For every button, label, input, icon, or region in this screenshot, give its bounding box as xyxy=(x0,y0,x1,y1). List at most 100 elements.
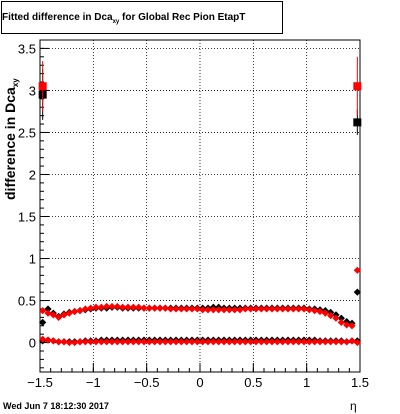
data-point-diamond xyxy=(353,338,361,347)
data-point-diamond xyxy=(241,338,249,346)
x-tick-label: 0.5 xyxy=(244,375,262,390)
data-point-diamond xyxy=(172,338,180,346)
data-point-diamond xyxy=(124,338,132,346)
data-point-diamond xyxy=(60,311,68,319)
y-tick-label: 0 xyxy=(29,336,36,351)
data-point-diamond xyxy=(231,306,239,314)
data-point-diamond xyxy=(81,305,89,313)
chart-title-box: Fitted difference in Dcaxy for Global Re… xyxy=(1,1,283,34)
data-point-diamond xyxy=(204,306,212,314)
data-point-square xyxy=(353,82,362,91)
data-point-diamond xyxy=(284,338,292,346)
data-point-diamond xyxy=(231,338,239,346)
data-point-diamond xyxy=(103,302,111,311)
x-tick-label: −1.5 xyxy=(27,375,53,390)
data-point-diamond xyxy=(209,306,217,314)
data-point-diamond xyxy=(71,338,79,347)
data-point-diamond xyxy=(108,338,116,346)
data-point-diamond xyxy=(263,338,271,346)
data-point-diamond xyxy=(305,306,313,314)
data-point-diamond xyxy=(209,338,217,346)
y-tick-label: 2.5 xyxy=(18,125,36,140)
data-point-square xyxy=(353,118,362,127)
data-point-diamond xyxy=(348,322,356,330)
data-point-diamond xyxy=(172,305,180,313)
data-point-diamond xyxy=(177,338,185,346)
data-point-diamond xyxy=(337,314,345,322)
data-point-diamond xyxy=(311,338,319,346)
data-point-diamond xyxy=(140,338,148,346)
data-point-diamond xyxy=(353,266,361,274)
data-point-diamond xyxy=(193,338,201,346)
data-point-diamond xyxy=(113,302,121,311)
data-point-diamond xyxy=(49,337,57,345)
data-point-diamond xyxy=(247,305,255,313)
data-point-diamond xyxy=(247,338,255,346)
data-point-diamond xyxy=(348,337,356,345)
data-point-diamond xyxy=(199,306,207,314)
data-point-diamond xyxy=(316,338,324,346)
data-point-diamond xyxy=(113,338,121,346)
data-point-diamond xyxy=(55,338,63,346)
data-point-diamond xyxy=(300,338,308,346)
chart-title: Fitted difference in Dcaxy for Global Re… xyxy=(2,12,245,25)
data-point-diamond xyxy=(39,318,47,327)
x-tick-label: 1 xyxy=(303,375,310,390)
y-tick-label: 1.5 xyxy=(18,210,36,225)
data-point-diamond xyxy=(108,302,116,311)
data-point-diamond xyxy=(225,338,233,346)
data-point-diamond xyxy=(225,306,233,314)
data-point-diamond xyxy=(215,338,223,346)
data-point-diamond xyxy=(81,338,89,346)
data-point-diamond xyxy=(220,338,228,346)
data-point-diamond xyxy=(273,305,281,313)
chart-title-rest: for Global Rec Pion EtapT xyxy=(119,12,246,23)
x-tick-label: −0.5 xyxy=(134,375,160,390)
data-point-diamond xyxy=(119,303,127,311)
data-point-diamond xyxy=(289,305,297,313)
y-axis-label: difference in Dcaxy xyxy=(2,78,20,200)
y-tick-label: 3 xyxy=(29,83,36,98)
data-point-diamond xyxy=(151,304,159,312)
data-point-diamond xyxy=(193,305,201,313)
data-point-diamond xyxy=(327,312,335,320)
data-point-diamond xyxy=(268,305,276,313)
y-tick-label: 1 xyxy=(29,252,36,267)
data-point-diamond xyxy=(177,305,185,313)
data-point-diamond xyxy=(343,321,351,329)
data-point-diamond xyxy=(337,338,345,346)
data-point-diamond xyxy=(321,309,329,317)
data-point-diamond xyxy=(92,303,100,311)
data-point-diamond xyxy=(279,305,287,313)
data-point-diamond xyxy=(252,305,260,313)
data-point-diamond xyxy=(135,303,143,311)
data-point-diamond xyxy=(295,338,303,346)
axes-layer: −1.5 −1 −0.5 0 0.5 1 1.5 0 0.5 1 1.5 2 2.5 3 3.5 xyxy=(18,39,369,390)
data-point-diamond xyxy=(129,338,137,346)
data-point-diamond xyxy=(199,338,207,346)
data-point-diamond xyxy=(87,304,95,312)
data-point-diamond xyxy=(279,338,287,346)
data-point-diamond xyxy=(327,338,335,346)
x-axis-label: η xyxy=(350,399,357,413)
data-point-square xyxy=(38,82,47,91)
data-point-diamond xyxy=(311,307,319,315)
data-point-diamond xyxy=(241,305,249,313)
data-point-diamond xyxy=(273,338,281,346)
data-point-diamond xyxy=(284,305,292,313)
data-point-diamond xyxy=(71,307,79,316)
data-point-diamond xyxy=(129,303,137,311)
data-point-diamond xyxy=(44,309,52,317)
data-point-diamond xyxy=(60,338,68,346)
data-point-diamond xyxy=(87,338,95,346)
data-point-diamond xyxy=(257,338,265,346)
data-point-diamond xyxy=(44,305,52,313)
data-point-diamond xyxy=(316,307,324,316)
data-point-diamond xyxy=(97,303,105,311)
data-point-diamond xyxy=(161,304,169,312)
data-point-diamond xyxy=(167,338,175,346)
x-tick-label: 0 xyxy=(196,375,203,390)
data-point-diamond xyxy=(140,304,148,312)
data-point-diamond xyxy=(167,305,175,313)
